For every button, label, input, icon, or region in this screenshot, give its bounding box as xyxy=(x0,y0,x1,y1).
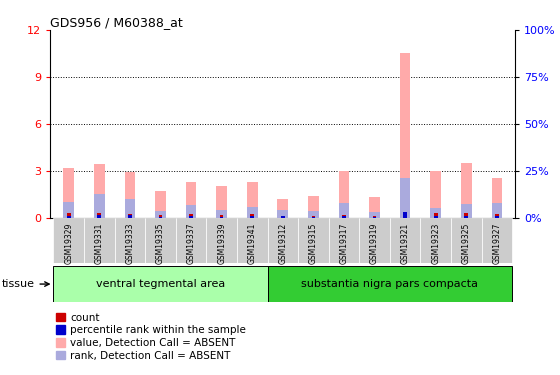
Bar xyxy=(115,217,145,262)
Bar xyxy=(84,217,115,262)
Bar xyxy=(434,216,437,217)
Bar xyxy=(250,216,254,217)
Bar xyxy=(128,215,132,217)
Bar xyxy=(206,217,237,262)
Bar xyxy=(369,212,380,217)
Bar xyxy=(461,204,472,218)
Bar xyxy=(277,199,288,217)
Bar xyxy=(434,213,437,217)
Bar xyxy=(155,191,166,217)
Bar xyxy=(268,266,512,302)
Bar xyxy=(400,178,410,218)
Bar xyxy=(189,214,193,217)
Text: ventral tegmental area: ventral tegmental area xyxy=(96,279,225,289)
Bar xyxy=(176,217,206,262)
Bar xyxy=(403,213,407,217)
Text: GSM19317: GSM19317 xyxy=(339,223,348,264)
Bar xyxy=(63,202,74,217)
Text: GSM19327: GSM19327 xyxy=(492,223,501,264)
Bar xyxy=(216,186,227,218)
Bar xyxy=(250,214,254,217)
Bar xyxy=(390,217,421,262)
Text: GSM19325: GSM19325 xyxy=(462,223,471,264)
Bar xyxy=(373,216,376,217)
Bar xyxy=(339,203,349,217)
Bar xyxy=(492,178,502,218)
Bar xyxy=(237,217,268,262)
Bar xyxy=(220,214,223,217)
Bar xyxy=(186,205,197,218)
Bar xyxy=(124,199,136,217)
Text: GSM19323: GSM19323 xyxy=(431,223,440,264)
Bar xyxy=(430,208,441,218)
Bar xyxy=(311,216,315,217)
Bar xyxy=(369,197,380,217)
Bar xyxy=(216,210,227,218)
Text: GSM19341: GSM19341 xyxy=(248,223,256,264)
Bar xyxy=(329,217,360,262)
Bar xyxy=(247,182,258,218)
Bar xyxy=(451,217,482,262)
Bar xyxy=(492,203,502,217)
Bar xyxy=(400,54,410,217)
Text: GSM19315: GSM19315 xyxy=(309,223,318,264)
Bar xyxy=(94,164,105,218)
Bar xyxy=(158,214,162,217)
Bar xyxy=(342,216,346,217)
Bar xyxy=(281,216,284,217)
Bar xyxy=(63,168,74,217)
Bar xyxy=(308,196,319,217)
Bar xyxy=(308,211,319,217)
Bar xyxy=(495,216,499,217)
Bar xyxy=(277,210,288,218)
Bar xyxy=(124,172,136,217)
Bar xyxy=(281,216,284,217)
Bar xyxy=(403,212,407,217)
Bar xyxy=(464,213,468,217)
Bar xyxy=(360,217,390,262)
Text: tissue: tissue xyxy=(2,279,49,289)
Text: GSM19339: GSM19339 xyxy=(217,223,226,264)
Bar xyxy=(145,217,176,262)
Bar xyxy=(430,171,441,217)
Bar xyxy=(186,182,197,218)
Bar xyxy=(268,217,298,262)
Bar xyxy=(298,217,329,262)
Text: GSM19312: GSM19312 xyxy=(278,223,287,264)
Bar xyxy=(464,216,468,217)
Legend: count, percentile rank within the sample, value, Detection Call = ABSENT, rank, : count, percentile rank within the sample… xyxy=(55,313,246,360)
Text: GSM19321: GSM19321 xyxy=(400,223,409,264)
Bar xyxy=(247,207,258,218)
Text: GSM19319: GSM19319 xyxy=(370,223,379,264)
Bar xyxy=(482,217,512,262)
Bar xyxy=(97,214,101,217)
Text: GSM19329: GSM19329 xyxy=(64,223,73,264)
Bar xyxy=(67,216,71,217)
Bar xyxy=(128,214,132,217)
Bar xyxy=(53,266,268,302)
Bar xyxy=(94,194,105,217)
Bar xyxy=(461,163,472,218)
Text: GSM19335: GSM19335 xyxy=(156,223,165,264)
Bar xyxy=(339,171,349,217)
Bar xyxy=(342,214,346,217)
Text: GSM19331: GSM19331 xyxy=(95,223,104,264)
Bar xyxy=(97,213,101,217)
Bar xyxy=(67,213,71,217)
Text: GSM19333: GSM19333 xyxy=(125,223,134,264)
Bar xyxy=(189,216,193,217)
Bar xyxy=(155,211,166,217)
Text: GDS956 / M60388_at: GDS956 / M60388_at xyxy=(50,16,183,29)
Bar xyxy=(421,217,451,262)
Bar xyxy=(53,217,84,262)
Text: substantia nigra pars compacta: substantia nigra pars compacta xyxy=(301,279,478,289)
Text: GSM19337: GSM19337 xyxy=(186,223,195,264)
Bar xyxy=(495,214,499,217)
